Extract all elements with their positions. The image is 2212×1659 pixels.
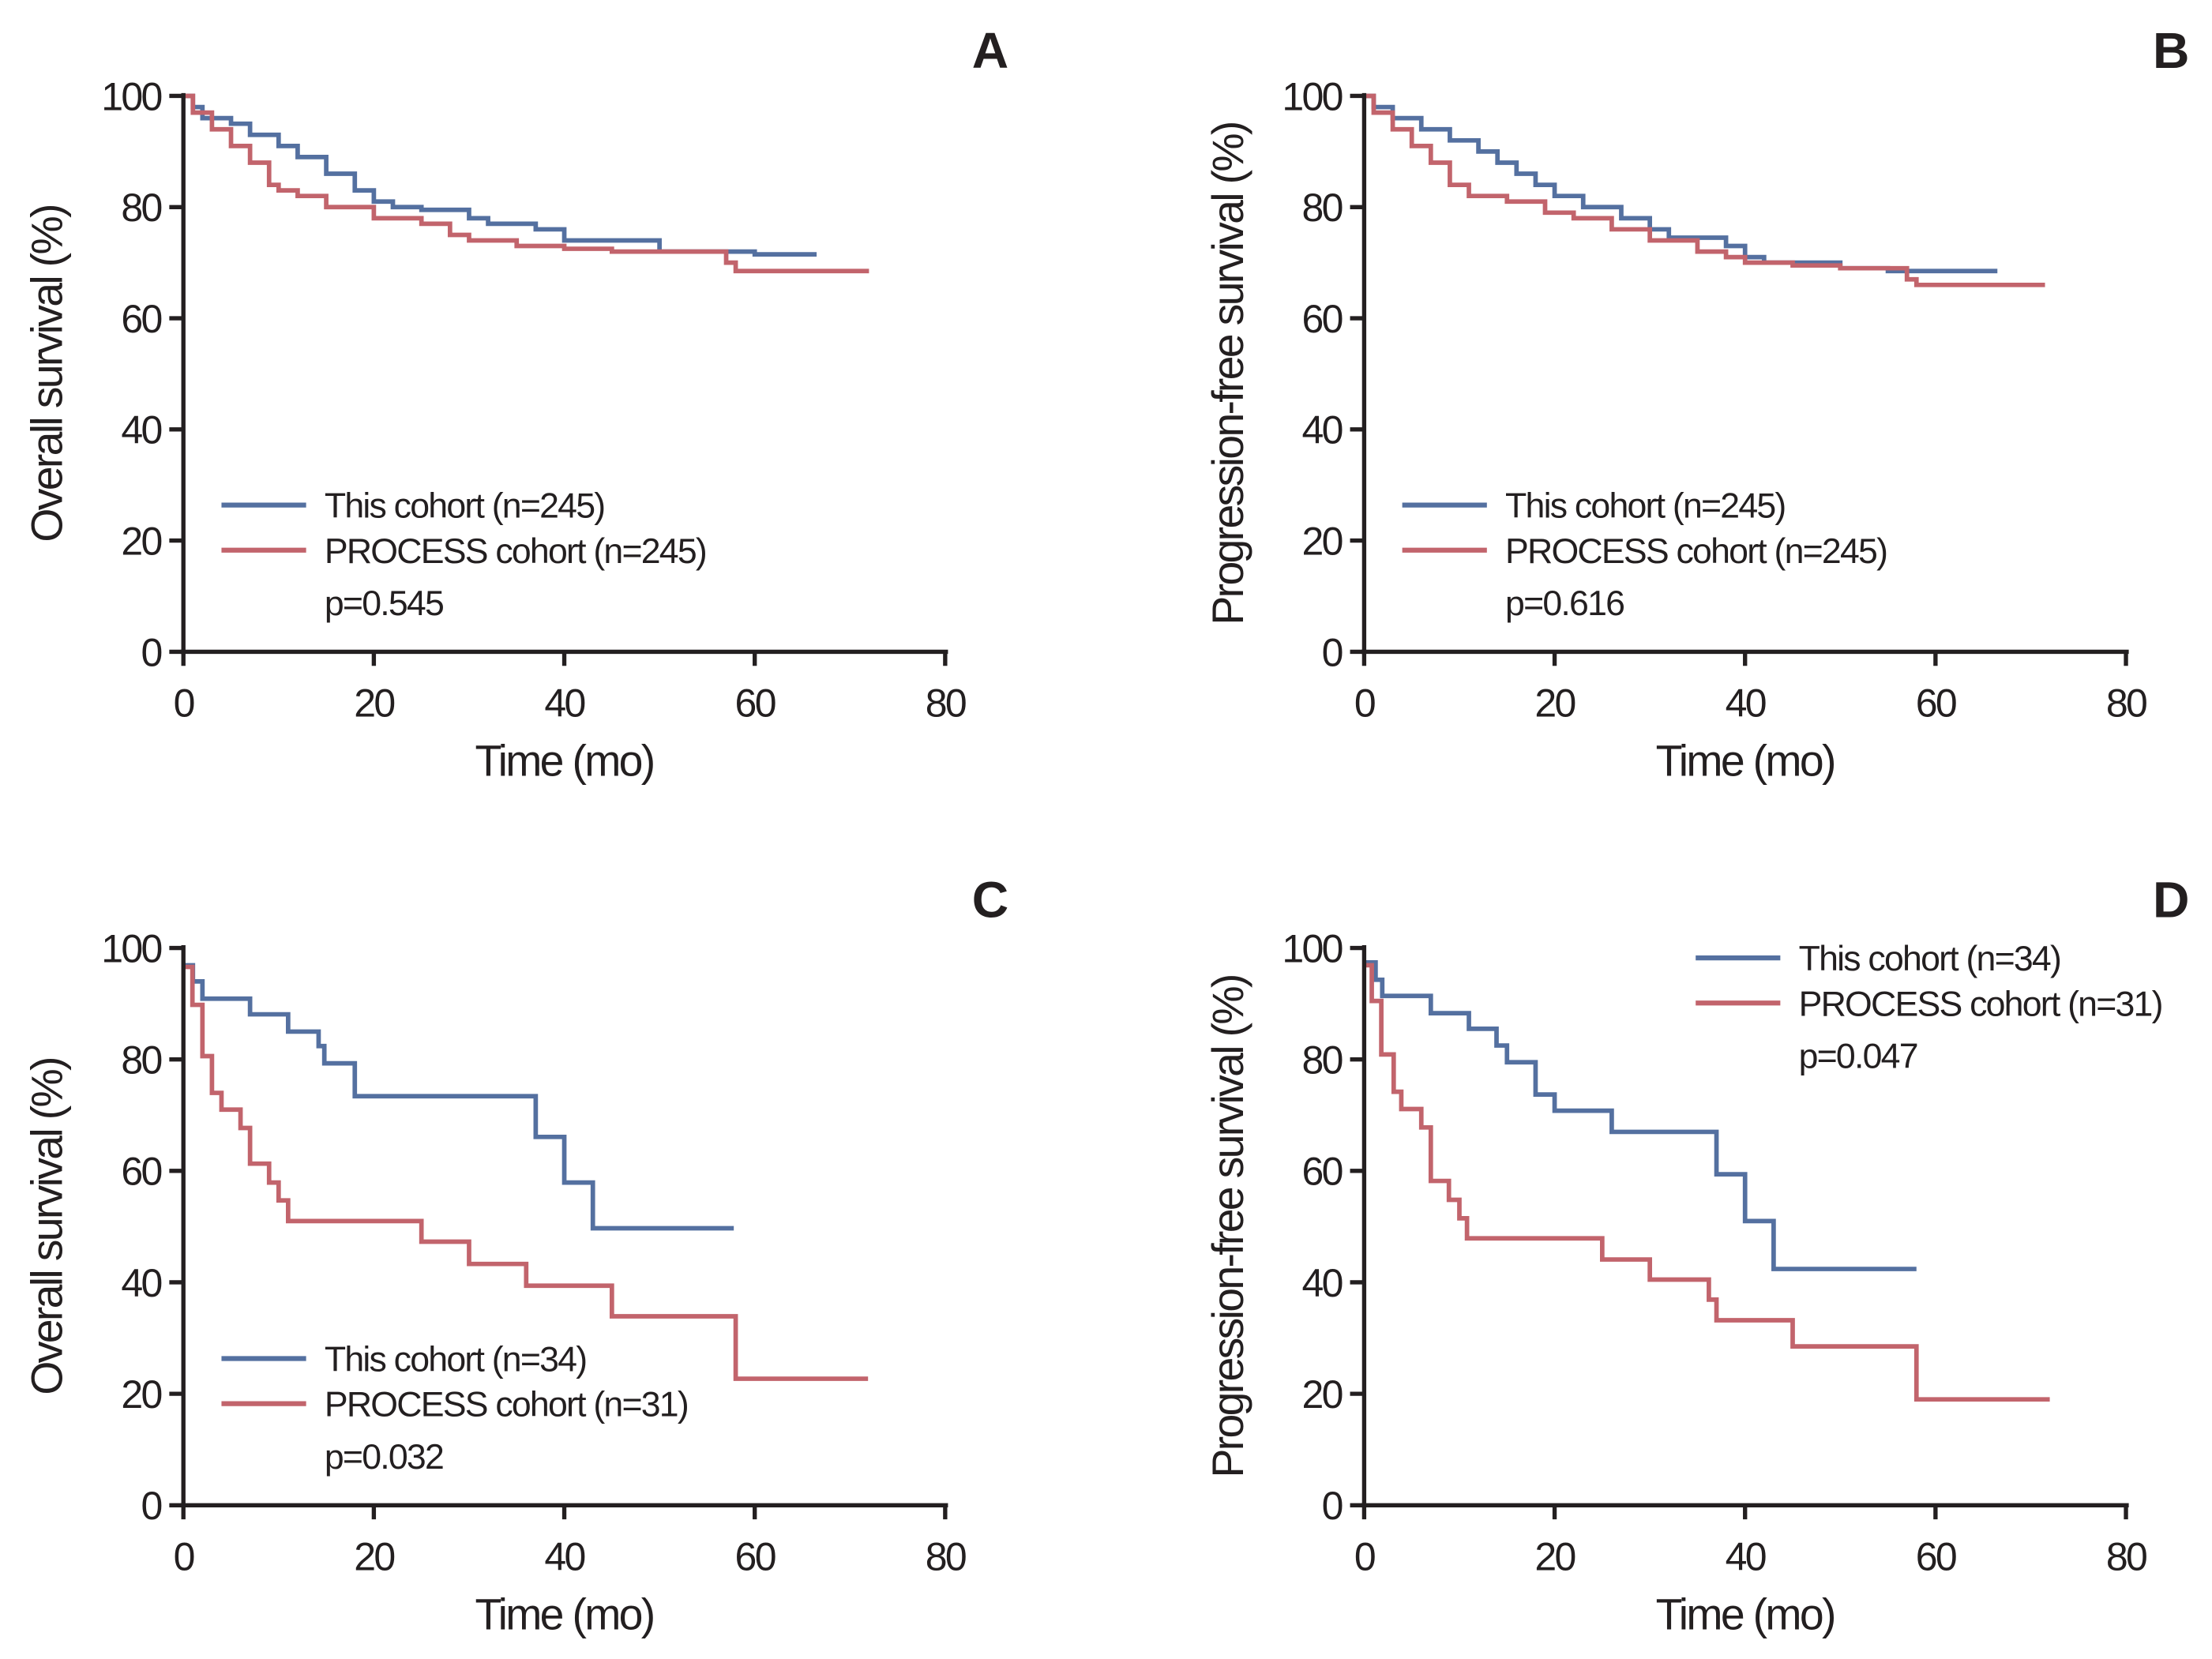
- x-tick-label: 60: [735, 1534, 776, 1578]
- survival-curve-this-cohort: [1364, 93, 1998, 274]
- x-axis-label: Time (mo): [475, 737, 654, 786]
- y-tick-label: 20: [1302, 519, 1343, 563]
- x-axis-label: Time (mo): [475, 1590, 654, 1638]
- x-axis-label: Time (mo): [1656, 737, 1835, 786]
- x-tick-label: 80: [926, 681, 966, 726]
- x-tick-label: 40: [544, 1534, 584, 1578]
- y-tick-label: 40: [121, 1261, 161, 1305]
- x-tick-label: 40: [1726, 681, 1766, 726]
- y-tick-label: 60: [121, 297, 161, 341]
- survival-curve-this-cohort: [183, 963, 734, 1231]
- x-axis-label: Time (mo): [1656, 1590, 1835, 1638]
- legend: This cohort (n=34) PROCESS cohort (n=31) p…: [221, 1341, 689, 1477]
- y-axis-label: Overall survival (%): [23, 205, 72, 542]
- x-tick-label: 60: [735, 681, 776, 726]
- panel-c: C 0 20 40 60 80 100 0 20 40 60 80 Time (mo) Overall s…: [23, 871, 1009, 1638]
- x-tick-label: 20: [354, 681, 394, 726]
- survival-curve-process-cohort: [183, 93, 869, 274]
- p-value: p=0.616: [1505, 584, 1624, 623]
- p-value: p=0.032: [325, 1438, 443, 1477]
- y-tick-label: 80: [1302, 186, 1343, 230]
- y-axis-label: Overall survival (%): [23, 1058, 72, 1394]
- survival-curve-process-cohort: [1364, 963, 2050, 1402]
- y-tick-label: 60: [1302, 297, 1343, 341]
- legend-label: This cohort (n=245): [325, 487, 604, 526]
- x-tick-label: 20: [354, 1534, 394, 1578]
- x-tick-label: 40: [1726, 1534, 1766, 1578]
- panel-d: D 0 20 40 60 80 100 0 20 40 60 80 Time (mo) Progressi…: [1204, 871, 2190, 1638]
- x-tick-label: 0: [174, 1534, 194, 1578]
- x-tick-label: 0: [174, 681, 194, 726]
- y-tick-label: 60: [121, 1150, 161, 1194]
- legend-label: This cohort (n=34): [1799, 940, 2060, 978]
- x-tick-label: 80: [2106, 681, 2146, 726]
- panel-b: B 0 20 40 60 80 100 0 20 40 60 80 Time (mo) Progressi…: [1204, 22, 2190, 786]
- y-tick-label: 40: [121, 408, 161, 452]
- survival-curve-this-cohort: [1364, 960, 1917, 1271]
- panel-label: B: [2153, 22, 2189, 79]
- x-tick-label: 60: [1916, 681, 1956, 726]
- y-tick-label: 20: [121, 519, 161, 563]
- survival-curve-process-cohort: [183, 964, 869, 1381]
- y-tick-label: 80: [1302, 1038, 1343, 1083]
- y-tick-label: 100: [1282, 926, 1342, 970]
- panel-label: D: [2153, 871, 2189, 928]
- legend-label: This cohort (n=245): [1505, 487, 1785, 526]
- y-tick-label: 0: [141, 1484, 162, 1528]
- x-tick-label: 0: [1354, 681, 1375, 726]
- panel-label: C: [972, 871, 1008, 928]
- y-tick-label: 80: [121, 186, 161, 230]
- legend: This cohort (n=245) PROCESS cohort (n=245…: [221, 487, 708, 623]
- x-tick-label: 40: [544, 681, 584, 726]
- x-tick-label: 20: [1534, 1534, 1575, 1578]
- x-tick-label: 60: [1916, 1534, 1956, 1578]
- y-tick-label: 0: [1322, 630, 1343, 674]
- survival-curve-this-cohort: [183, 93, 817, 257]
- survival-curve-process-cohort: [1364, 93, 2045, 287]
- y-tick-label: 20: [121, 1372, 161, 1417]
- legend-label: PROCESS cohort (n=245): [1505, 532, 1887, 571]
- y-tick-label: 0: [141, 630, 162, 674]
- legend-label: PROCESS cohort (n=245): [325, 532, 706, 571]
- y-tick-label: 100: [1282, 74, 1342, 118]
- p-value: p=0.047: [1799, 1037, 1917, 1075]
- panel-a: A 0 20 40 60 80 100 0 20 40 60 80 Time (mo) Overall s…: [23, 22, 1009, 786]
- y-tick-label: 100: [101, 926, 161, 970]
- y-tick-label: 100: [101, 74, 161, 118]
- y-tick-label: 20: [1302, 1372, 1343, 1417]
- y-tick-label: 40: [1302, 1261, 1343, 1305]
- x-tick-label: 80: [2106, 1534, 2146, 1578]
- x-tick-label: 20: [1534, 681, 1575, 726]
- y-axis-label: Progression-free survival (%): [1204, 975, 1252, 1477]
- x-tick-label: 80: [926, 1534, 966, 1578]
- legend-label: This cohort (n=34): [325, 1341, 586, 1379]
- x-tick-label: 0: [1354, 1534, 1375, 1578]
- legend-label: PROCESS cohort (n=31): [325, 1386, 688, 1424]
- legend: This cohort (n=245) PROCESS cohort (n=245…: [1402, 487, 1888, 623]
- y-tick-label: 40: [1302, 408, 1343, 452]
- legend: This cohort (n=34) PROCESS cohort (n=31) p…: [1696, 940, 2163, 1075]
- y-axis-label: Progression-free survival (%): [1204, 122, 1252, 625]
- panel-label: A: [972, 22, 1008, 79]
- y-tick-label: 0: [1322, 1484, 1343, 1528]
- p-value: p=0.545: [325, 584, 443, 623]
- legend-label: PROCESS cohort (n=31): [1799, 985, 2162, 1023]
- y-tick-label: 80: [121, 1038, 161, 1083]
- y-tick-label: 60: [1302, 1150, 1343, 1194]
